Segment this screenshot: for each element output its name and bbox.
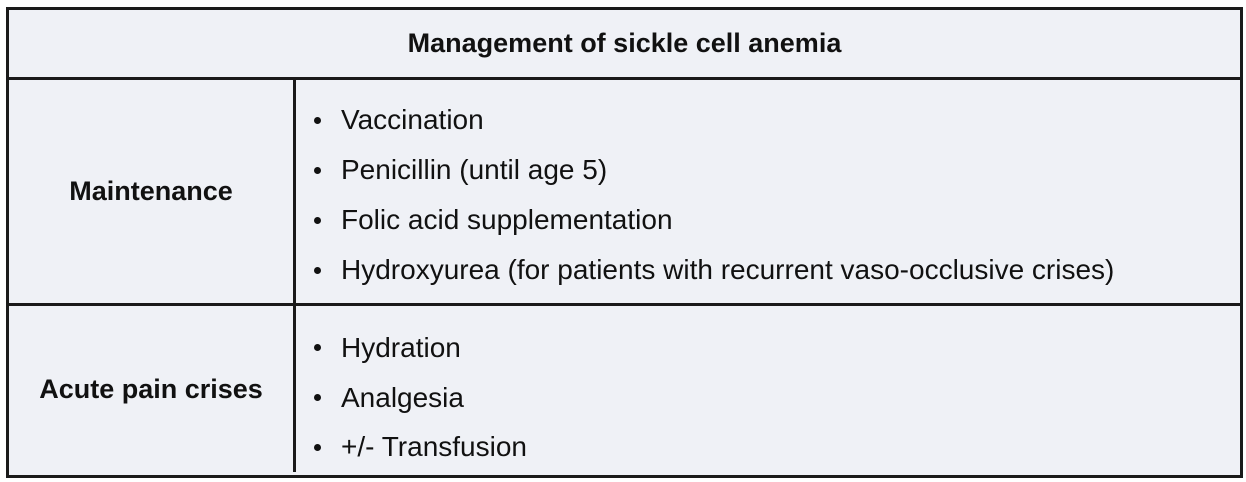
list-item-text: Analgesia: [341, 381, 464, 413]
list-item-text: +/- Transfusion: [341, 431, 527, 463]
list-item: Analgesia: [314, 373, 1240, 423]
list-item: Folic acid supplementation: [314, 195, 1240, 245]
list-item: Hydration: [314, 323, 1240, 373]
row-label-acute-pain-crises: Acute pain crises: [9, 306, 296, 472]
list-item-text: Hydroxyurea (for patients with recurrent…: [341, 254, 1115, 285]
row-label-maintenance: Maintenance: [9, 80, 296, 303]
maintenance-list: Vaccination Penicillin (until age 5) Fol…: [296, 80, 1240, 303]
list-item-text: Penicillin (until age 5): [341, 154, 608, 185]
management-table: Management of sickle cell anemia Mainten…: [6, 7, 1243, 478]
list-item: Vaccination: [314, 95, 1240, 145]
bullet-icon: [314, 344, 321, 352]
list-item-text: Folic acid supplementation: [341, 204, 673, 235]
bullet-icon: [314, 166, 321, 174]
table-title: Management of sickle cell anemia: [9, 10, 1240, 80]
bullet-icon: [314, 116, 321, 124]
list-item: +/- Transfusion: [314, 422, 1240, 472]
table-row-maintenance: Maintenance Vaccination Penicillin (unti…: [9, 80, 1240, 306]
list-item: Hydroxyurea (for patients with recurrent…: [314, 245, 1240, 295]
bullet-icon: [314, 394, 321, 401]
list-item-text: Vaccination: [341, 104, 484, 135]
bullet-icon: [314, 216, 321, 224]
acute-pain-crises-list: Hydration Analgesia +/- Transfusion: [296, 306, 1240, 472]
table-row-acute-pain-crises: Acute pain crises Hydration Analgesia +/…: [9, 306, 1240, 472]
bullet-icon: [314, 266, 321, 274]
list-item-text: Hydration: [341, 331, 461, 363]
list-item: Penicillin (until age 5): [314, 145, 1240, 195]
bullet-icon: [314, 443, 321, 451]
